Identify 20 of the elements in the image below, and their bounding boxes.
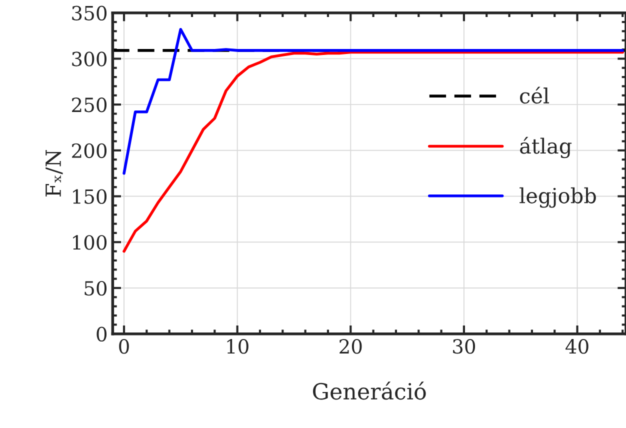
line-series: [122, 50, 624, 253]
y-axis-title: Fₓ/N: [46, 150, 63, 196]
legend-label: cél: [520, 86, 550, 104]
y-tick-label: 50: [84, 280, 107, 296]
y-tick-label: 300: [72, 52, 107, 66]
x-tick-label: 10: [227, 339, 248, 354]
y-tick-label: 150: [73, 189, 107, 204]
line-series: [122, 28, 624, 175]
x-tick-label: 20: [340, 339, 362, 354]
y-tick-label: 200: [72, 143, 107, 158]
legend-label: átlag: [520, 136, 572, 158]
x-tick-label: 30: [453, 339, 476, 354]
y-tick-label: 350: [72, 6, 107, 21]
x-tick-label: 0: [119, 339, 129, 354]
x-tick-label: 40: [566, 339, 588, 354]
y-tick-label: 250: [72, 98, 107, 112]
y-tick-label: 0: [96, 326, 107, 342]
x-axis-title: Generáció: [313, 382, 426, 400]
y-tick-label: 100: [73, 235, 107, 250]
legend-label: legjobb: [520, 187, 596, 208]
